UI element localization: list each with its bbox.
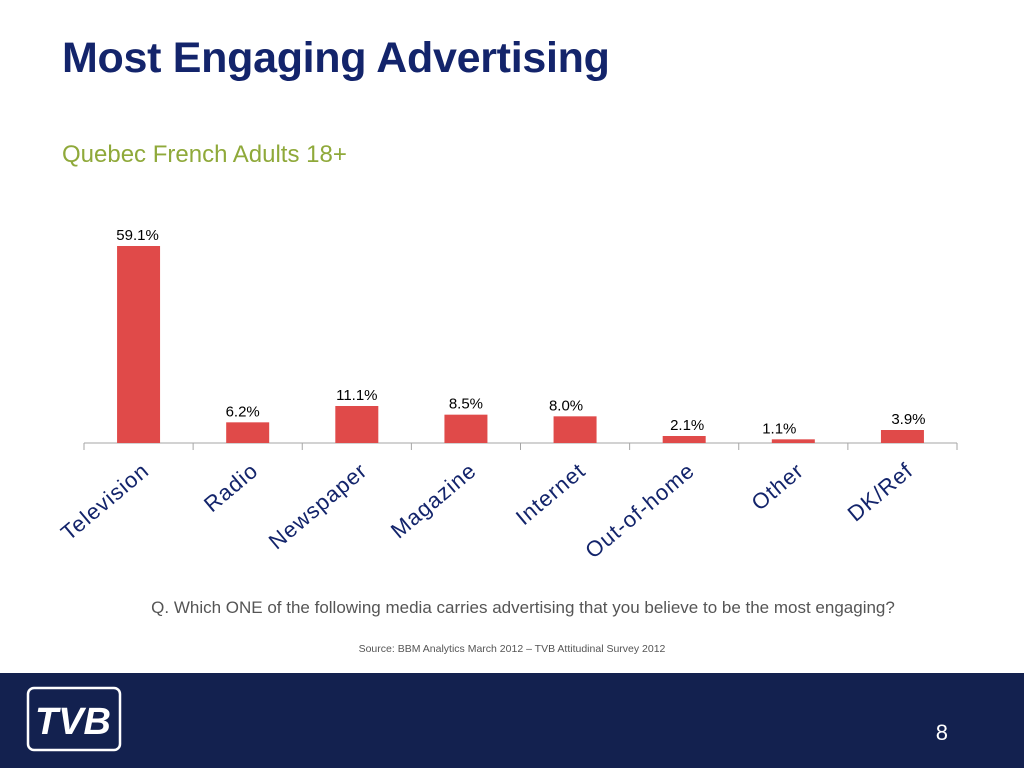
logo-text: TVB xyxy=(35,701,111,743)
survey-question: Q. Which ONE of the following media carr… xyxy=(151,598,895,617)
slide-subtitle: Quebec French Adults 18+ xyxy=(62,141,347,168)
x-tick-label: Magazine xyxy=(386,458,481,544)
bar-internet xyxy=(553,416,597,443)
bar-dk-ref xyxy=(880,430,924,443)
x-tick-label: DK/Ref xyxy=(843,458,918,527)
source-note: Source: BBM Analytics March 2012 – TVB A… xyxy=(358,643,666,655)
bar-chart: 59.1% 6.2% 11.1% 8.5% 8.0% 2.1% 1.1% 3.9% Telev… xyxy=(56,227,958,564)
x-tick-label: Television xyxy=(56,458,154,546)
x-tick-label: Radio xyxy=(199,458,263,517)
data-label: 8.0% xyxy=(549,397,583,414)
data-label: 59.1% xyxy=(116,227,159,244)
x-tick-label: Newspaper xyxy=(264,458,372,554)
bar-newspaper xyxy=(335,406,379,443)
data-label: 1.1% xyxy=(762,420,796,437)
x-tick-label: Internet xyxy=(511,458,590,530)
tvb-logo: TVB xyxy=(26,686,122,752)
data-label: 8.5% xyxy=(449,396,483,413)
footer-bar: TVB 8 xyxy=(0,673,1024,768)
data-label: 3.9% xyxy=(891,411,925,428)
x-tick-label: Out-of-home xyxy=(580,458,699,564)
bar-out-of-home xyxy=(662,436,706,443)
data-label: 6.2% xyxy=(226,403,260,420)
bar-television xyxy=(117,246,161,443)
bar-magazine xyxy=(444,414,488,443)
slide-title: Most Engaging Advertising xyxy=(62,34,610,82)
data-label: 2.1% xyxy=(670,417,704,434)
bar-other xyxy=(771,439,815,443)
data-label: 11.1% xyxy=(336,387,377,404)
page-number: 8 xyxy=(935,720,948,745)
bar-radio xyxy=(226,422,270,443)
x-tick-label: Other xyxy=(746,458,808,516)
